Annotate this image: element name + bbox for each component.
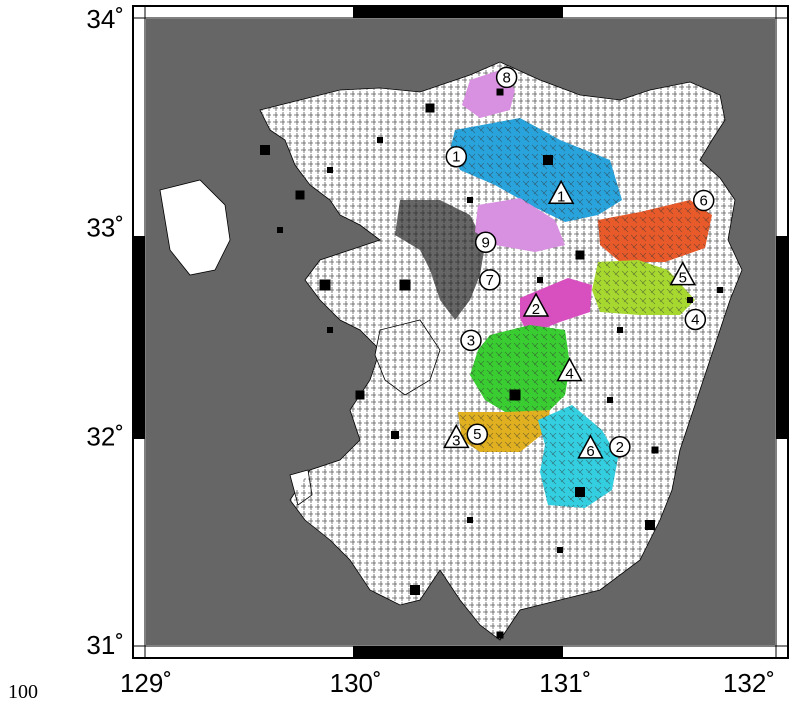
station-square <box>277 227 283 233</box>
x-tick-label: 129˚ <box>120 668 172 698</box>
circle-label: 6 <box>700 193 708 210</box>
goto-islands <box>159 179 231 276</box>
basin-7 <box>520 278 592 335</box>
station-square <box>496 88 504 96</box>
station-square <box>557 547 563 553</box>
triangle-shape <box>669 261 697 286</box>
x-tick-label: 131˚ <box>539 668 591 698</box>
triangle-label: 2 <box>532 301 540 318</box>
circle-marker-7: 7 <box>479 269 501 291</box>
station-markers <box>260 88 723 639</box>
triangle-label: 5 <box>679 270 687 287</box>
station-square <box>467 517 473 523</box>
circle-marker-2: 2 <box>609 436 631 458</box>
station-square <box>391 431 399 439</box>
circle-marker-6: 6 <box>692 189 715 212</box>
axis-tick-labels: 129˚ 130˚ 131˚ 132˚ 34˚ 33˚ 32˚ 31˚ <box>86 4 775 698</box>
x-tick-label: 132˚ <box>723 668 775 698</box>
circle-label: 4 <box>691 311 699 328</box>
triangle-label: 6 <box>586 443 594 460</box>
station-square <box>575 487 585 497</box>
triangle-shape <box>547 179 575 205</box>
circle-label: 5 <box>473 426 481 443</box>
triangle-marker-5: 5 <box>669 261 697 287</box>
circle-markers: 1 2 3 4 5 6 7 8 9 <box>445 66 715 458</box>
station-square <box>645 520 655 530</box>
station-square <box>575 250 585 260</box>
circle-shape <box>474 231 497 254</box>
triangle-marker-2: 2 <box>522 292 550 318</box>
circle-shape <box>495 66 518 89</box>
triangle-marker-1: 1 <box>547 179 575 205</box>
basin-hatching <box>450 118 712 508</box>
station-square <box>687 297 693 303</box>
triangle-shape <box>522 292 550 317</box>
triangle-label: 3 <box>452 432 460 449</box>
station-square <box>509 389 521 401</box>
x-tick-label: 130˚ <box>330 668 382 698</box>
triangle-shape <box>556 357 583 382</box>
y-tick-label: 33˚ <box>86 213 124 243</box>
triangle-shape <box>577 434 604 459</box>
triangle-label: 1 <box>557 188 565 205</box>
station-square <box>717 287 723 293</box>
frame-top-black-bar <box>353 6 563 18</box>
station-square <box>355 390 365 400</box>
circle-label: 9 <box>481 234 489 251</box>
circle-shape <box>479 269 501 291</box>
circle-label: 3 <box>467 332 475 349</box>
circle-shape <box>466 423 489 445</box>
station-square <box>607 397 613 403</box>
circle-marker-9: 9 <box>474 231 497 254</box>
triangle-marker-4: 4 <box>556 357 583 383</box>
station-square <box>295 190 305 200</box>
circle-shape <box>684 308 707 331</box>
frame-right-black-bar <box>776 236 788 439</box>
station-square <box>327 167 333 173</box>
y-tick-label: 32˚ <box>86 421 124 451</box>
triangle-label: 4 <box>565 366 573 383</box>
y-tick-label: 31˚ <box>86 630 124 660</box>
triangle-markers: 1 2 3 4 5 6 <box>443 179 697 460</box>
station-square <box>399 279 411 291</box>
circle-label: 2 <box>616 439 624 456</box>
corner-number: 100 <box>8 681 38 703</box>
circle-marker-4: 4 <box>684 308 707 331</box>
station-square <box>410 585 420 595</box>
y-tick-label: 34˚ <box>86 4 124 34</box>
frame-left-black-bar <box>133 236 145 439</box>
station-square <box>543 155 553 165</box>
basin-9 <box>475 198 565 252</box>
station-square <box>651 446 659 454</box>
triangle-shape <box>443 423 470 449</box>
circle-marker-8: 8 <box>495 66 518 89</box>
triangle-marker-6: 6 <box>577 434 604 460</box>
station-square <box>496 631 504 639</box>
station-square <box>319 279 331 291</box>
circle-label: 8 <box>502 69 510 86</box>
circle-shape <box>609 436 631 458</box>
station-square <box>425 103 435 113</box>
station-square <box>617 327 623 333</box>
circle-label: 1 <box>452 149 460 166</box>
circle-shape <box>445 145 468 168</box>
station-square <box>537 277 543 283</box>
frame-bottom-black-bar <box>353 646 563 658</box>
circle-label: 7 <box>486 272 494 289</box>
circle-shape <box>692 189 715 212</box>
circle-marker-1: 1 <box>445 145 468 168</box>
station-square <box>327 327 333 333</box>
station-square <box>467 197 473 203</box>
station-square <box>260 145 270 155</box>
circle-shape <box>460 329 482 352</box>
station-square <box>377 137 383 143</box>
circle-marker-5: 5 <box>466 423 489 445</box>
triangle-marker-3: 3 <box>443 423 470 449</box>
circle-marker-3: 3 <box>460 329 482 352</box>
